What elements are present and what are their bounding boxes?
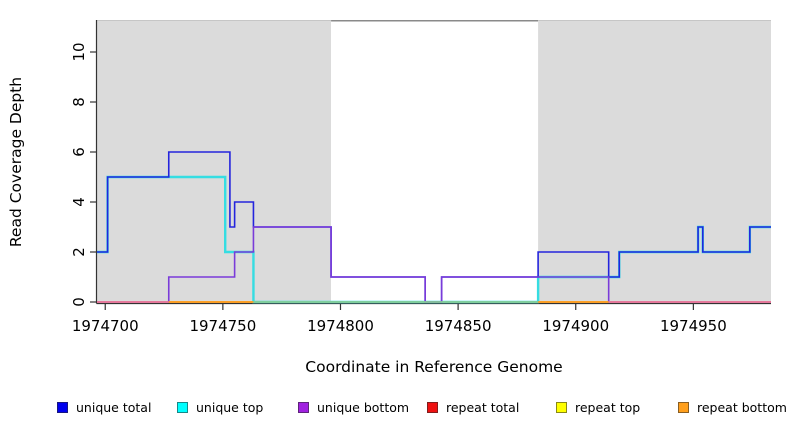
y-tick-label: 8 bbox=[70, 97, 88, 107]
legend-label: unique bottom bbox=[317, 400, 410, 415]
legend-swatch-repeat-bottom bbox=[678, 402, 689, 413]
series-line-unique-bottom bbox=[97, 226, 771, 303]
x-axis-title: Coordinate in Reference Genome bbox=[305, 358, 563, 376]
legend-label: repeat bottom bbox=[697, 400, 787, 415]
x-tick-label: 1974750 bbox=[189, 317, 256, 335]
coverage-chart: 1974700 1974750 1974800 1974850 1974900 19749… bbox=[70, 19, 771, 335]
y-tick-label: 0 bbox=[70, 297, 88, 307]
y-tick-label: 4 bbox=[70, 197, 88, 207]
legend-swatch-unique-total bbox=[57, 402, 68, 413]
legend-swatch-unique-top bbox=[177, 402, 188, 413]
y-axis-title-wrap: Read Coverage Depth bbox=[6, 0, 26, 323]
legend-item-unique-top: unique top bbox=[177, 400, 263, 415]
y-axis-title: Read Coverage Depth bbox=[7, 76, 25, 247]
legend-item-unique-bottom: unique bottom bbox=[298, 400, 409, 415]
legend-item-repeat-top: repeat top bbox=[556, 400, 640, 415]
x-tick-label: 1974700 bbox=[72, 317, 139, 335]
legend-label: repeat total bbox=[446, 400, 520, 415]
legend-label: unique top bbox=[196, 400, 264, 415]
legend-swatch-unique-bottom bbox=[298, 402, 309, 413]
legend-item-repeat-total: repeat total bbox=[427, 400, 519, 415]
x-tick-label: 1974850 bbox=[425, 317, 492, 335]
x-tick-label: 1974800 bbox=[307, 317, 374, 335]
legend-item-unique-total: unique total bbox=[57, 400, 151, 415]
legend-swatch-repeat-total bbox=[427, 402, 438, 413]
legend-label: repeat top bbox=[575, 400, 641, 415]
shaded-region bbox=[538, 20, 771, 303]
y-tick-label: 2 bbox=[70, 247, 88, 257]
shaded-region bbox=[97, 20, 332, 303]
y-tick-label: 10 bbox=[70, 42, 88, 61]
x-tick-label: 1974950 bbox=[660, 317, 727, 335]
x-tick-label: 1974900 bbox=[542, 317, 609, 335]
legend-swatch-repeat-top bbox=[556, 402, 567, 413]
gap-region bbox=[331, 20, 539, 303]
legend-item-repeat-bottom: repeat bottom bbox=[678, 400, 787, 415]
y-tick-label: 6 bbox=[70, 147, 88, 157]
legend-label: unique total bbox=[76, 400, 152, 415]
